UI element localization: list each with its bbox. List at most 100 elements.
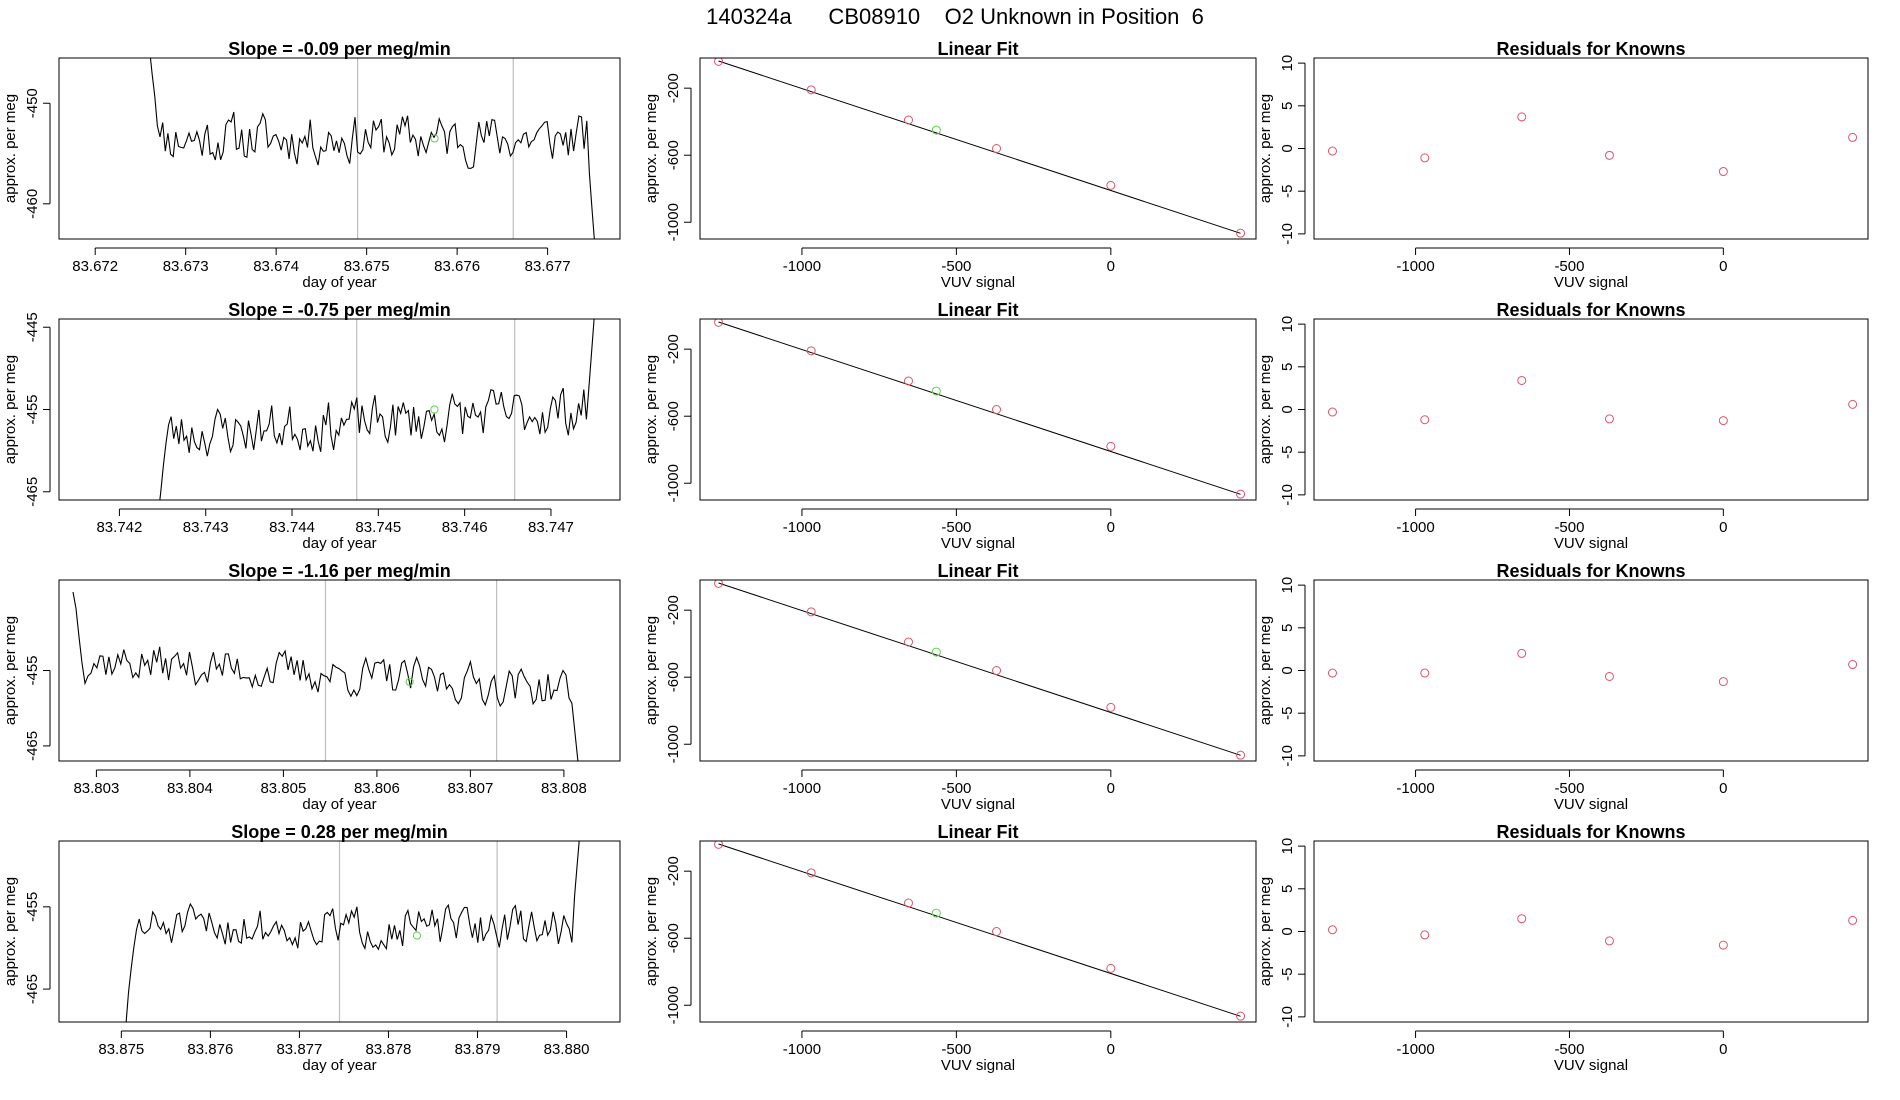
x-tick-label: 83.806: [354, 780, 400, 797]
x-axis: -1000 -500 0: [783, 769, 1115, 797]
y-tick-label: 5: [1279, 624, 1296, 632]
y-tick-label: -445: [24, 312, 41, 342]
x-axis: -1000 -500 0: [783, 247, 1115, 275]
y-tick-label: -10: [1279, 223, 1296, 245]
y-tick-label: -465: [24, 731, 41, 761]
residual-point: [1604, 671, 1614, 681]
y-tick-label: -455: [24, 394, 41, 424]
x-tick-label: -500: [1554, 519, 1584, 536]
x-tick-label: 83.747: [528, 519, 574, 536]
panel-ts4: 83.875 83.876 83.877 83.878 83.879 83.880 day …: [2, 822, 621, 1074]
y-axis-label: approx. per meg: [643, 94, 660, 203]
unknown-point: [430, 134, 439, 143]
y-tick-label: -600: [665, 923, 682, 953]
known-point: [904, 376, 913, 386]
x-tick-label: 83.672: [72, 258, 118, 275]
x-tick-label: -1000: [1396, 780, 1434, 797]
residual-point: [1420, 930, 1430, 940]
residual-point: [1327, 407, 1337, 417]
x-tick-label: 83.880: [544, 1041, 590, 1058]
plot-area: [149, 58, 595, 239]
y-tick-label: -600: [665, 140, 682, 170]
panels: 83.672 83.673 83.674 83.675 83.676 83.677 day …: [2, 39, 1869, 1074]
x-tick-label: 83.805: [260, 780, 306, 797]
y-tick-label: -5: [1279, 968, 1296, 981]
y-axis: -200 -600 -1000: [665, 856, 692, 1024]
y-tick-label: -10: [1279, 484, 1296, 506]
residual-point: [1604, 936, 1614, 946]
panel-fit2: -1000 -500 0 VUV signal -200 -600 -1000 approx.…: [643, 300, 1257, 552]
y-tick-label: -200: [665, 334, 682, 364]
x-tick-label: 83.803: [73, 780, 119, 797]
known-point: [1236, 228, 1246, 238]
plot-frame: [58, 57, 621, 240]
plot-frame: [699, 57, 1257, 240]
unknown-point: [931, 386, 941, 396]
known-point: [992, 405, 1002, 414]
plot-frame: [1313, 579, 1869, 762]
x-tick-label: -1000: [783, 780, 821, 797]
x-tick-label: 0: [1719, 258, 1727, 275]
panel-title: Slope = -0.75 per meg/min: [228, 300, 451, 320]
plot-frame: [58, 579, 621, 762]
residual-point: [1517, 375, 1527, 385]
unknown-point: [430, 405, 439, 414]
residual-point: [1848, 132, 1858, 142]
data-trace: [149, 58, 595, 239]
x-tick-label: -1000: [783, 258, 821, 275]
y-axis: -450 -460: [24, 88, 51, 219]
known-point: [904, 115, 913, 125]
x-tick-label: 83.745: [355, 519, 401, 536]
unknown-point: [931, 908, 941, 918]
residual-point: [1604, 150, 1614, 160]
plot-area: [125, 841, 580, 1022]
panel-fit3: -1000 -500 0 VUV signal -200 -600 -1000 approx.…: [643, 561, 1257, 813]
known-point: [1236, 750, 1246, 760]
panel-title: Slope = 0.28 per meg/min: [231, 822, 448, 842]
unknown-point: [931, 125, 941, 135]
residual-point: [1718, 167, 1728, 177]
y-axis-label: approx. per meg: [2, 355, 19, 464]
y-axis: -455 -465: [24, 892, 51, 1004]
plot-area: [72, 580, 579, 761]
panel-res1: -1000 -500 0 VUV signal 10 5 0 -5 -10 approx. per…: [1257, 39, 1869, 291]
figure-title: 140324a CB08910 O2 Unknown in Position 6: [706, 4, 1204, 29]
x-tick-label: 83.875: [98, 1041, 144, 1058]
x-tick-label: -1000: [783, 1041, 821, 1058]
y-tick-label: -1000: [665, 203, 682, 241]
known-point: [1236, 489, 1246, 499]
residual-point: [1327, 146, 1337, 156]
residual-point: [1718, 677, 1728, 687]
residual-point: [1517, 914, 1527, 924]
x-tick-label: -500: [1554, 780, 1584, 797]
known-point: [992, 927, 1002, 936]
known-point: [806, 868, 816, 878]
known-point: [1106, 441, 1116, 451]
plot-frame: [58, 840, 621, 1023]
x-tick-label: -500: [941, 258, 971, 275]
x-axis-label: VUV signal: [941, 1057, 1015, 1074]
residual-point: [1327, 925, 1337, 935]
known-point: [714, 841, 724, 849]
panel-ts2: 83.742 83.743 83.744 83.745 83.746 83.747 day …: [2, 300, 621, 552]
panel-fit1: -1000 -500 0 VUV signal -200 -600 -1000 approx.…: [643, 39, 1257, 291]
known-point: [806, 85, 816, 95]
panel-ts1: 83.672 83.673 83.674 83.675 83.676 83.677 day …: [2, 39, 621, 291]
known-point: [1106, 963, 1116, 973]
y-tick-label: -200: [665, 595, 682, 625]
plot-frame: [699, 840, 1257, 1023]
x-tick-label: 83.674: [253, 258, 299, 275]
y-tick-label: 5: [1279, 885, 1296, 893]
residual-point: [1718, 416, 1728, 426]
x-tick-label: 0: [1107, 1041, 1115, 1058]
y-tick-label: -460: [24, 189, 41, 219]
y-tick-label: -5: [1279, 707, 1296, 720]
y-axis: -445 -455 -465: [24, 312, 51, 507]
x-tick-label: -500: [1554, 1041, 1584, 1058]
panel-title: Residuals for Knowns: [1496, 822, 1685, 842]
y-tick-label: -455: [24, 655, 41, 685]
y-tick-label: 10: [1279, 55, 1296, 72]
x-tick-label: 83.742: [96, 519, 142, 536]
plot-area: [1327, 648, 1858, 687]
x-tick-label: 83.879: [455, 1041, 501, 1058]
